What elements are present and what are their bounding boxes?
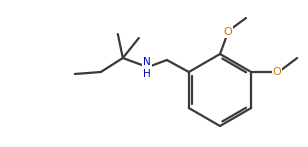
Text: O: O (273, 67, 282, 77)
Text: N
H: N H (143, 57, 151, 79)
Text: O: O (224, 27, 232, 37)
